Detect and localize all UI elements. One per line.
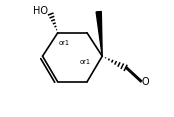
Text: HO: HO (33, 6, 48, 16)
Text: or1: or1 (59, 40, 70, 46)
Text: O: O (141, 77, 149, 87)
Polygon shape (96, 11, 102, 56)
Text: or1: or1 (80, 59, 91, 65)
